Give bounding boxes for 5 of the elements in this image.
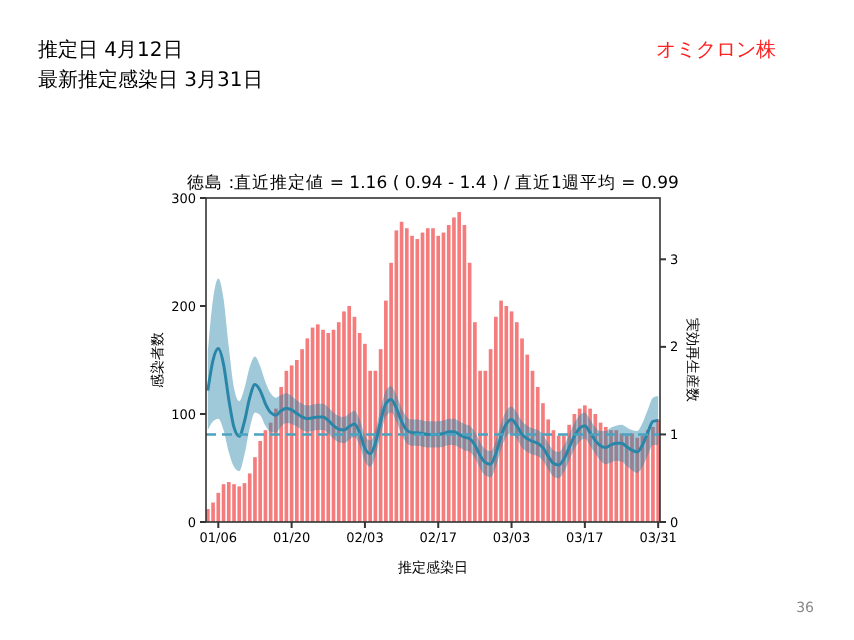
text: オミクロン株 <box>656 38 776 62</box>
line-series <box>206 347 660 467</box>
text: 推定日 4月12日 <box>38 38 183 62</box>
chart-title: 徳島 :直近推定値 = 1.16 ( 0.94 - 1.4 ) / 直近1週平均 = 0.99 <box>187 172 679 194</box>
text: 最新推定感染日 3月31日 <box>38 68 263 92</box>
